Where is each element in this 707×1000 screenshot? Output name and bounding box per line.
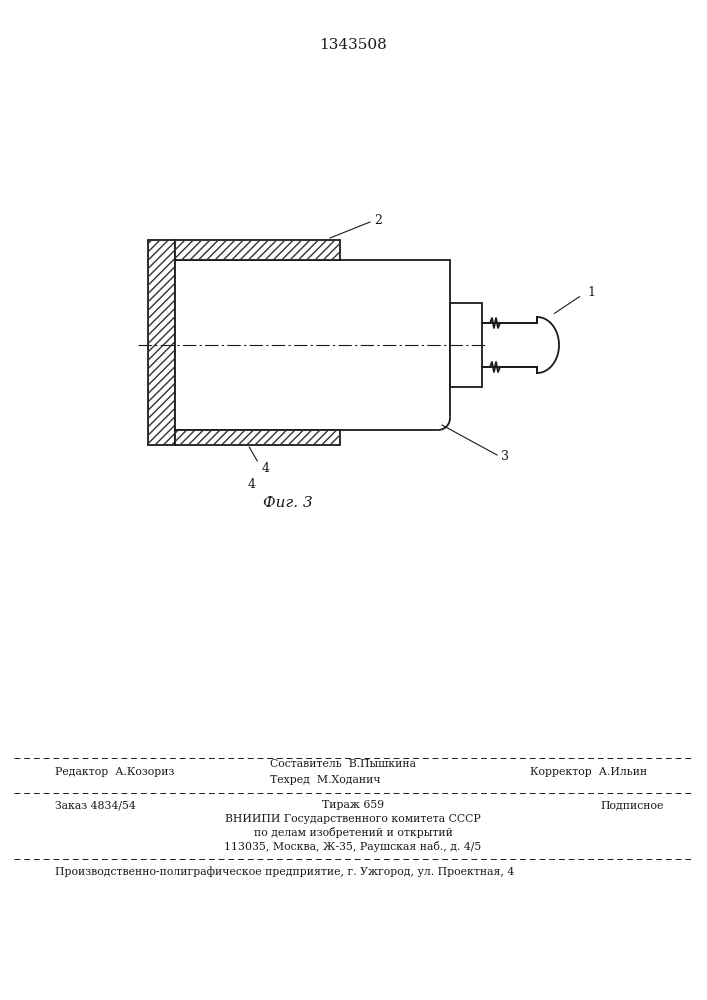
Text: Фиг. 3: Фиг. 3 (262, 496, 312, 510)
Bar (175, 240, 340, 260)
Bar (148, 240, 175, 445)
Text: Техред  М.Ходанич: Техред М.Ходанич (270, 775, 380, 785)
Bar (148, 240, 175, 445)
Text: Корректор  А.Ильин: Корректор А.Ильин (530, 767, 647, 777)
Bar (175, 430, 340, 445)
Bar (450, 303, 482, 387)
Text: 113035, Москва, Ж-35, Раушская наб., д. 4/5: 113035, Москва, Ж-35, Раушская наб., д. … (224, 842, 481, 852)
Text: Подписное: Подписное (600, 800, 663, 810)
Text: Тираж 659: Тираж 659 (322, 800, 384, 810)
Text: Редактор  А.Козориз: Редактор А.Козориз (55, 767, 175, 777)
Bar (175, 430, 340, 445)
Bar (175, 260, 450, 430)
Text: по делам изобретений и открытий: по делам изобретений и открытий (254, 828, 452, 838)
Text: Составитель  В.Пышкина: Составитель В.Пышкина (270, 759, 416, 769)
Bar (175, 240, 340, 260)
Text: Заказ 4834/54: Заказ 4834/54 (55, 800, 136, 810)
Text: 4: 4 (262, 462, 269, 476)
Text: 2: 2 (374, 214, 382, 227)
Text: 4: 4 (247, 479, 255, 491)
Text: ВНИИПИ Государственного комитета СССР: ВНИИПИ Государственного комитета СССР (225, 814, 481, 824)
Text: 1: 1 (587, 286, 595, 300)
Text: 3: 3 (501, 450, 509, 464)
Text: Производственно-полиграфическое предприятие, г. Ужгород, ул. Проектная, 4: Производственно-полиграфическое предприя… (55, 867, 514, 877)
Text: 1343508: 1343508 (319, 38, 387, 52)
